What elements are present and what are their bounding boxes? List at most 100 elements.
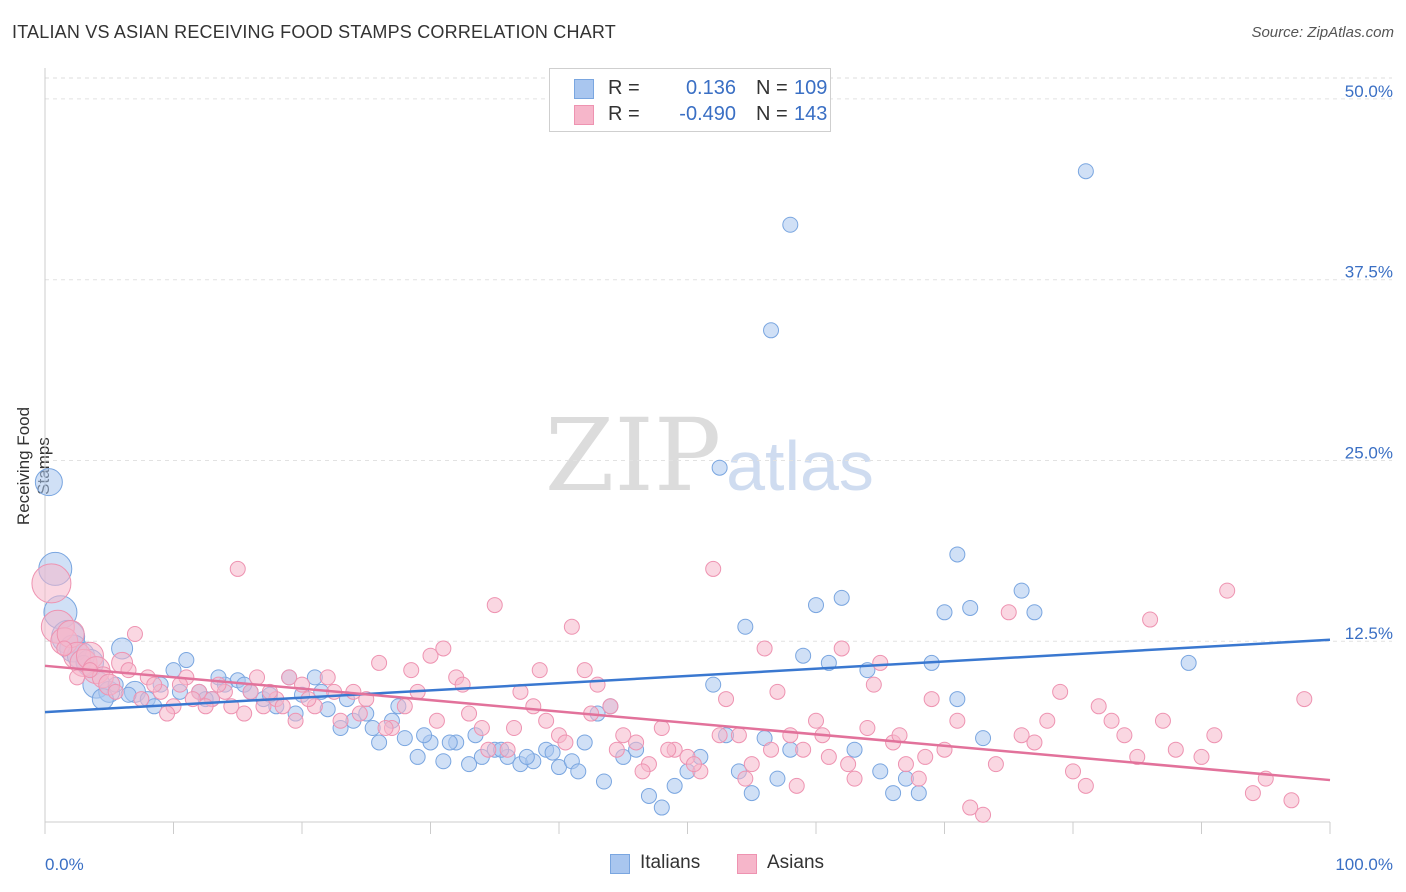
italian-point <box>570 763 587 780</box>
italian-point <box>795 647 812 664</box>
asian-point <box>1026 734 1043 751</box>
italian-point <box>1077 163 1094 180</box>
italians-n-value: 109 <box>794 77 828 99</box>
asian-point <box>872 654 889 671</box>
asian-point <box>602 698 619 715</box>
italian-point <box>595 773 612 790</box>
asian-point <box>1039 712 1056 729</box>
asian-point <box>730 727 747 744</box>
asian-point <box>833 640 850 657</box>
asian-point <box>287 712 304 729</box>
watermark-zip: ZIP <box>545 397 721 514</box>
italian-point <box>705 676 722 693</box>
asian-point <box>653 720 670 736</box>
asian-point <box>782 727 799 744</box>
asian-point <box>563 618 580 635</box>
asian-point <box>274 698 291 715</box>
asian-point <box>1167 741 1184 758</box>
asian-point <box>229 560 246 577</box>
italian-point <box>518 748 535 765</box>
italians-swatch <box>574 79 594 99</box>
italian-point <box>409 748 426 765</box>
italian-point <box>461 756 478 773</box>
asian-point <box>1154 712 1171 729</box>
italian-point <box>653 799 670 816</box>
watermark-atlas: atlas <box>726 427 874 505</box>
asian-point <box>377 720 394 736</box>
asian-point <box>422 647 439 664</box>
asian-point <box>473 720 490 736</box>
asian-point <box>396 698 413 715</box>
italian-point <box>1013 582 1030 599</box>
asian-point <box>865 676 882 693</box>
legend-r-label: R = <box>608 103 640 125</box>
italian-point <box>782 216 799 233</box>
asian-point <box>1000 604 1017 621</box>
asian-point <box>820 748 837 765</box>
asian-point <box>538 712 555 729</box>
italian-point <box>576 734 593 751</box>
asian-point <box>1116 727 1133 744</box>
asian-point <box>525 698 542 715</box>
italian-point <box>743 785 760 802</box>
asian-point <box>718 691 735 708</box>
asian-point <box>557 734 574 751</box>
italian-point <box>808 597 824 614</box>
asians-n-value: 143 <box>794 103 828 125</box>
asian-point <box>788 777 805 794</box>
asian-point <box>159 705 176 722</box>
italian-point <box>666 777 683 794</box>
italian-point <box>416 727 433 744</box>
asian-point <box>506 720 523 736</box>
italian-point <box>396 730 413 747</box>
asian-point <box>949 712 966 729</box>
italian-point <box>833 589 850 606</box>
asian-point <box>910 770 927 787</box>
asian-point <box>197 698 214 715</box>
asian-point <box>107 683 124 700</box>
x-tick-label-min: 0.0% <box>45 855 84 874</box>
italian-point <box>737 618 754 635</box>
asian-point <box>763 741 780 758</box>
asian-point <box>615 727 632 744</box>
italians-trend-line <box>44 638 1331 714</box>
asian-point <box>1103 712 1120 729</box>
asian-point <box>975 806 992 823</box>
italian-point <box>371 734 388 751</box>
y-tick-label: 12.5% <box>1345 624 1393 643</box>
x-tick-label-max: 100.0% <box>1335 855 1393 874</box>
italian-point <box>872 763 889 780</box>
asian-point <box>737 770 754 787</box>
legend-r-label: R = <box>608 77 640 99</box>
asian-point <box>576 662 593 679</box>
italian-point <box>640 787 657 804</box>
italian-point <box>936 604 953 621</box>
italian-point <box>435 753 452 770</box>
asian-point <box>281 669 298 686</box>
italian-point <box>846 741 863 758</box>
asian-point <box>351 705 368 722</box>
source-label: Source: ZipAtlas.com <box>1251 24 1394 41</box>
italian-point <box>34 468 63 497</box>
asian-point <box>120 662 137 679</box>
asian-point <box>608 741 625 758</box>
asian-point <box>133 691 150 708</box>
asian-point <box>486 597 503 614</box>
italian-point <box>1026 604 1043 621</box>
asian-point <box>319 669 336 686</box>
asian-point <box>499 741 516 758</box>
asian-point <box>917 748 934 765</box>
asian-point <box>1206 727 1223 744</box>
asian-point <box>660 741 677 758</box>
asians-legend-swatch <box>737 854 757 874</box>
asian-point <box>846 770 863 787</box>
asian-point <box>1219 582 1236 599</box>
asian-point <box>685 756 702 773</box>
italians-legend-label: Italians <box>640 852 701 873</box>
asian-point <box>711 727 728 744</box>
asian-point <box>795 741 812 758</box>
asian-point <box>1077 777 1094 794</box>
asian-point <box>1052 683 1069 700</box>
asian-point <box>743 756 760 773</box>
